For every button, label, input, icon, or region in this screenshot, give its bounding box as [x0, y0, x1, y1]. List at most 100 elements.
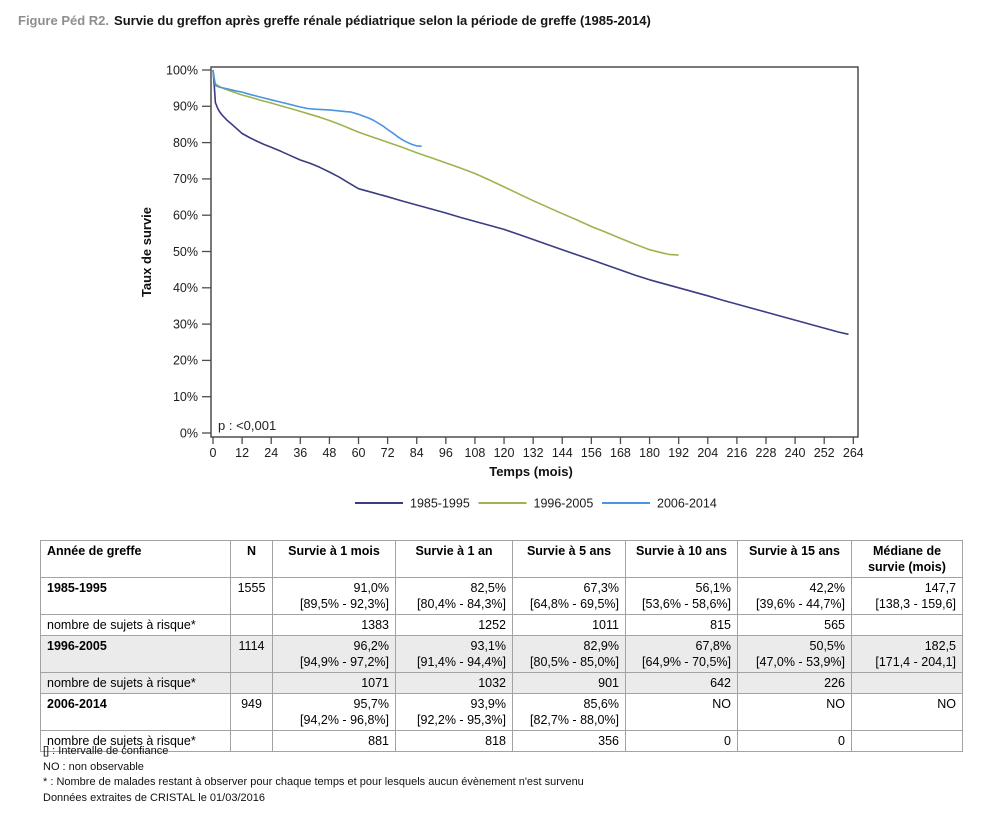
cell-value: 901 — [512, 672, 626, 694]
p-value-annotation: p : <0,001 — [218, 418, 276, 433]
x-tick-label: 252 — [814, 446, 835, 460]
table-row-period: 1985-1995 1555 91,0% [89,5% - 92,3%] 82,5% [8… — [40, 577, 963, 615]
survival-chart: 0% 10% 20% 30% 40% 50% 60% 70% 80% 90% 100% 0 12 24 36… — [139, 63, 864, 511]
x-tick-label: 48 — [322, 446, 336, 460]
y-tick-label: 40% — [173, 281, 198, 295]
cell-value — [851, 672, 963, 694]
cell-value — [851, 614, 963, 636]
cell-value: 96,2% [94,9% - 97,2%] — [272, 635, 396, 673]
cell-n: 1114 — [230, 635, 273, 673]
cell-value: NO — [851, 693, 963, 731]
row-label: 2006-2014 — [40, 693, 231, 731]
cell-value: 67,8% [64,9% - 70,5%] — [625, 635, 738, 673]
footnote-data-source: Données extraites de CRISTAL le 01/03/20… — [43, 791, 265, 804]
series-line-1996-2005 — [212, 69, 679, 256]
cell-value: 147,7 [138,3 - 159,6] — [851, 577, 963, 615]
y-tick-label: 60% — [173, 209, 198, 223]
survival-table: Année de greffe N Survie à 1 mois Survie… — [40, 540, 963, 752]
cell-value: 67,3% [64,8% - 69,5%] — [512, 577, 626, 615]
x-tick-label: 96 — [439, 446, 453, 460]
cell-value: 93,9% [92,2% - 95,3%] — [395, 693, 513, 731]
cell-value: 1252 — [395, 614, 513, 636]
y-tick-label: 100% — [166, 63, 198, 77]
cell-value: 95,7% [94,2% - 96,8%] — [272, 693, 396, 731]
table-row-at-risk: nombre de sujets à risque* 881 818 356 0 0 — [40, 730, 963, 752]
row-label: 1996-2005 — [40, 635, 231, 673]
cell-value: 56,1% [53,6% - 58,6%] — [625, 577, 738, 615]
legend-label-1996-2005: 1996-2005 — [534, 497, 594, 511]
x-tick-label: 120 — [494, 446, 515, 460]
row-label: nombre de sujets à risque* — [40, 614, 231, 636]
table-header-row: Année de greffe N Survie à 1 mois Survie… — [40, 540, 963, 578]
header-annee-de-greffe: Année de greffe — [40, 540, 231, 578]
row-label: 1985-1995 — [40, 577, 231, 615]
cell-value: 642 — [625, 672, 738, 694]
plot-border — [210, 66, 859, 438]
x-tick-label: 180 — [639, 446, 660, 460]
figure-number: Figure Péd R2. — [18, 13, 110, 28]
cell-value: NO — [737, 693, 852, 731]
footnote-no: NO : non observable — [43, 760, 144, 773]
x-tick-label: 84 — [410, 446, 424, 460]
cell-value: 91,0% [89,5% - 92,3%] — [272, 577, 396, 615]
x-axis-title: Temps (mois) — [489, 464, 573, 479]
cell-value: 0 — [737, 730, 852, 752]
footnote-confidence-interval: [] : Intervalle de confiance — [43, 745, 169, 757]
table-row-at-risk: nombre de sujets à risque* 1383 1252 1011 81… — [40, 614, 963, 636]
y-tick-label: 90% — [173, 100, 198, 114]
row-label: nombre de sujets à risque* — [40, 672, 231, 694]
y-tick-label: 50% — [173, 245, 198, 259]
row-label: nombre de sujets à risque* — [40, 730, 231, 752]
x-tick-label: 216 — [726, 446, 747, 460]
cell-value: 93,1% [91,4% - 94,4%] — [395, 635, 513, 673]
cell-value: 565 — [737, 614, 852, 636]
header-n: N — [230, 540, 273, 578]
cell-value: 0 — [625, 730, 738, 752]
cell-value: 1032 — [395, 672, 513, 694]
cell-value: 356 — [512, 730, 626, 752]
survival-table-body: 1985-1995 1555 91,0% [89,5% - 92,3%] 82,5% [8… — [40, 577, 963, 752]
x-tick-label: 108 — [465, 446, 486, 460]
cell-n — [230, 614, 273, 636]
x-tick-label: 156 — [581, 446, 602, 460]
x-tick-label: 24 — [264, 446, 278, 460]
cell-value: 1383 — [272, 614, 396, 636]
legend-label-2006-2014: 2006-2014 — [657, 497, 717, 511]
series-line-2006-2014 — [212, 69, 422, 147]
cell-value: 82,9% [80,5% - 85,0%] — [512, 635, 626, 673]
x-tick-label: 36 — [293, 446, 307, 460]
x-tick-label: 132 — [523, 446, 544, 460]
header-survie-10-ans: Survie à 10 ans — [625, 540, 738, 578]
header-mediane-survie: Médiane de survie (mois) — [851, 540, 963, 578]
cell-value: 818 — [395, 730, 513, 752]
y-tick-label: 20% — [173, 354, 198, 368]
footnote-at-risk: * : Nombre de malades restant à observer… — [43, 776, 584, 789]
series-line-1985-1995 — [212, 69, 849, 336]
cell-value: 226 — [737, 672, 852, 694]
header-survie-5-ans: Survie à 5 ans — [512, 540, 626, 578]
cell-value: 85,6% [82,7% - 88,0%] — [512, 693, 626, 731]
cell-value: 1011 — [512, 614, 626, 636]
x-tick-label: 144 — [552, 446, 573, 460]
cell-value — [851, 730, 963, 752]
header-survie-15-ans: Survie à 15 ans — [737, 540, 852, 578]
y-tick-label: 0% — [180, 426, 198, 440]
x-tick-label: 72 — [381, 446, 395, 460]
x-tick-label: 192 — [668, 446, 689, 460]
cell-n: 949 — [230, 693, 273, 731]
y-tick-label: 10% — [173, 390, 198, 404]
x-tick-label: 12 — [235, 446, 249, 460]
table-row-period: 1996-2005 1114 96,2% [94,9% - 97,2%] 93,1% [9… — [40, 635, 963, 673]
y-tick-label: 80% — [173, 136, 198, 150]
cell-value: 1071 — [272, 672, 396, 694]
x-tick-label: 60 — [352, 446, 366, 460]
cell-value: NO — [625, 693, 738, 731]
x-tick-label: 0 — [210, 446, 217, 460]
cell-value: 815 — [625, 614, 738, 636]
cell-n — [230, 672, 273, 694]
x-tick-label: 168 — [610, 446, 631, 460]
cell-value: 50,5% [47,0% - 53,9%] — [737, 635, 852, 673]
x-tick-label: 228 — [756, 446, 777, 460]
table-row-at-risk: nombre de sujets à risque* 1071 1032 901 642… — [40, 672, 963, 694]
